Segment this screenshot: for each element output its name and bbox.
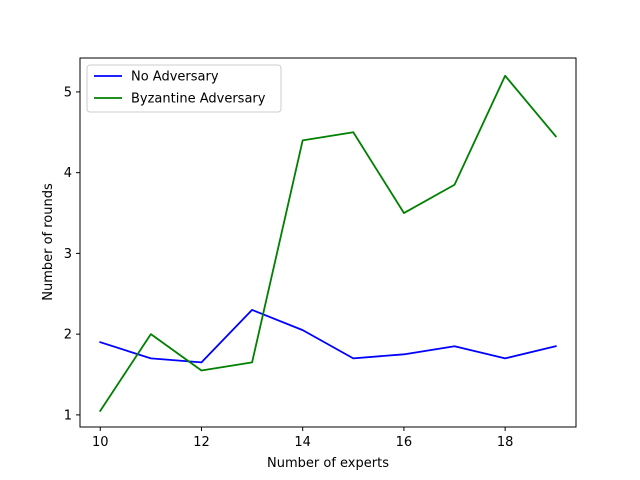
y-tick-label: 4 [64, 166, 72, 181]
y-tick-label: 3 [64, 247, 72, 262]
legend: No Adversary Byzantine Adversary [86, 64, 282, 113]
x-tick-label: 18 [497, 435, 514, 450]
x-tick-label: 10 [92, 435, 109, 450]
y-axis-label: Number of rounds [41, 183, 56, 301]
plot-frame [79, 57, 577, 428]
x-tick-label: 14 [294, 435, 311, 450]
y-tick-label: 2 [64, 328, 72, 343]
legend-box [86, 64, 282, 113]
x-axis-label: Number of experts [267, 456, 389, 471]
series-layer [98, 74, 558, 413]
y-tick-label: 5 [64, 85, 72, 100]
series-line-no-adversary [99, 309, 557, 364]
legend-label-byzantine-adversary: Byzantine Adversary [131, 92, 266, 107]
x-axis-ticks: 10 12 14 16 18 [92, 427, 513, 450]
y-tick-label: 1 [64, 408, 72, 423]
legend-label-no-adversary: No Adversary [131, 70, 219, 85]
y-axis-ticks: 1 2 3 4 5 [64, 85, 80, 423]
x-tick-label: 16 [396, 435, 413, 450]
plot-background [80, 58, 576, 427]
x-tick-label: 12 [193, 435, 210, 450]
series-line-byzantine-adversary [98, 74, 558, 413]
